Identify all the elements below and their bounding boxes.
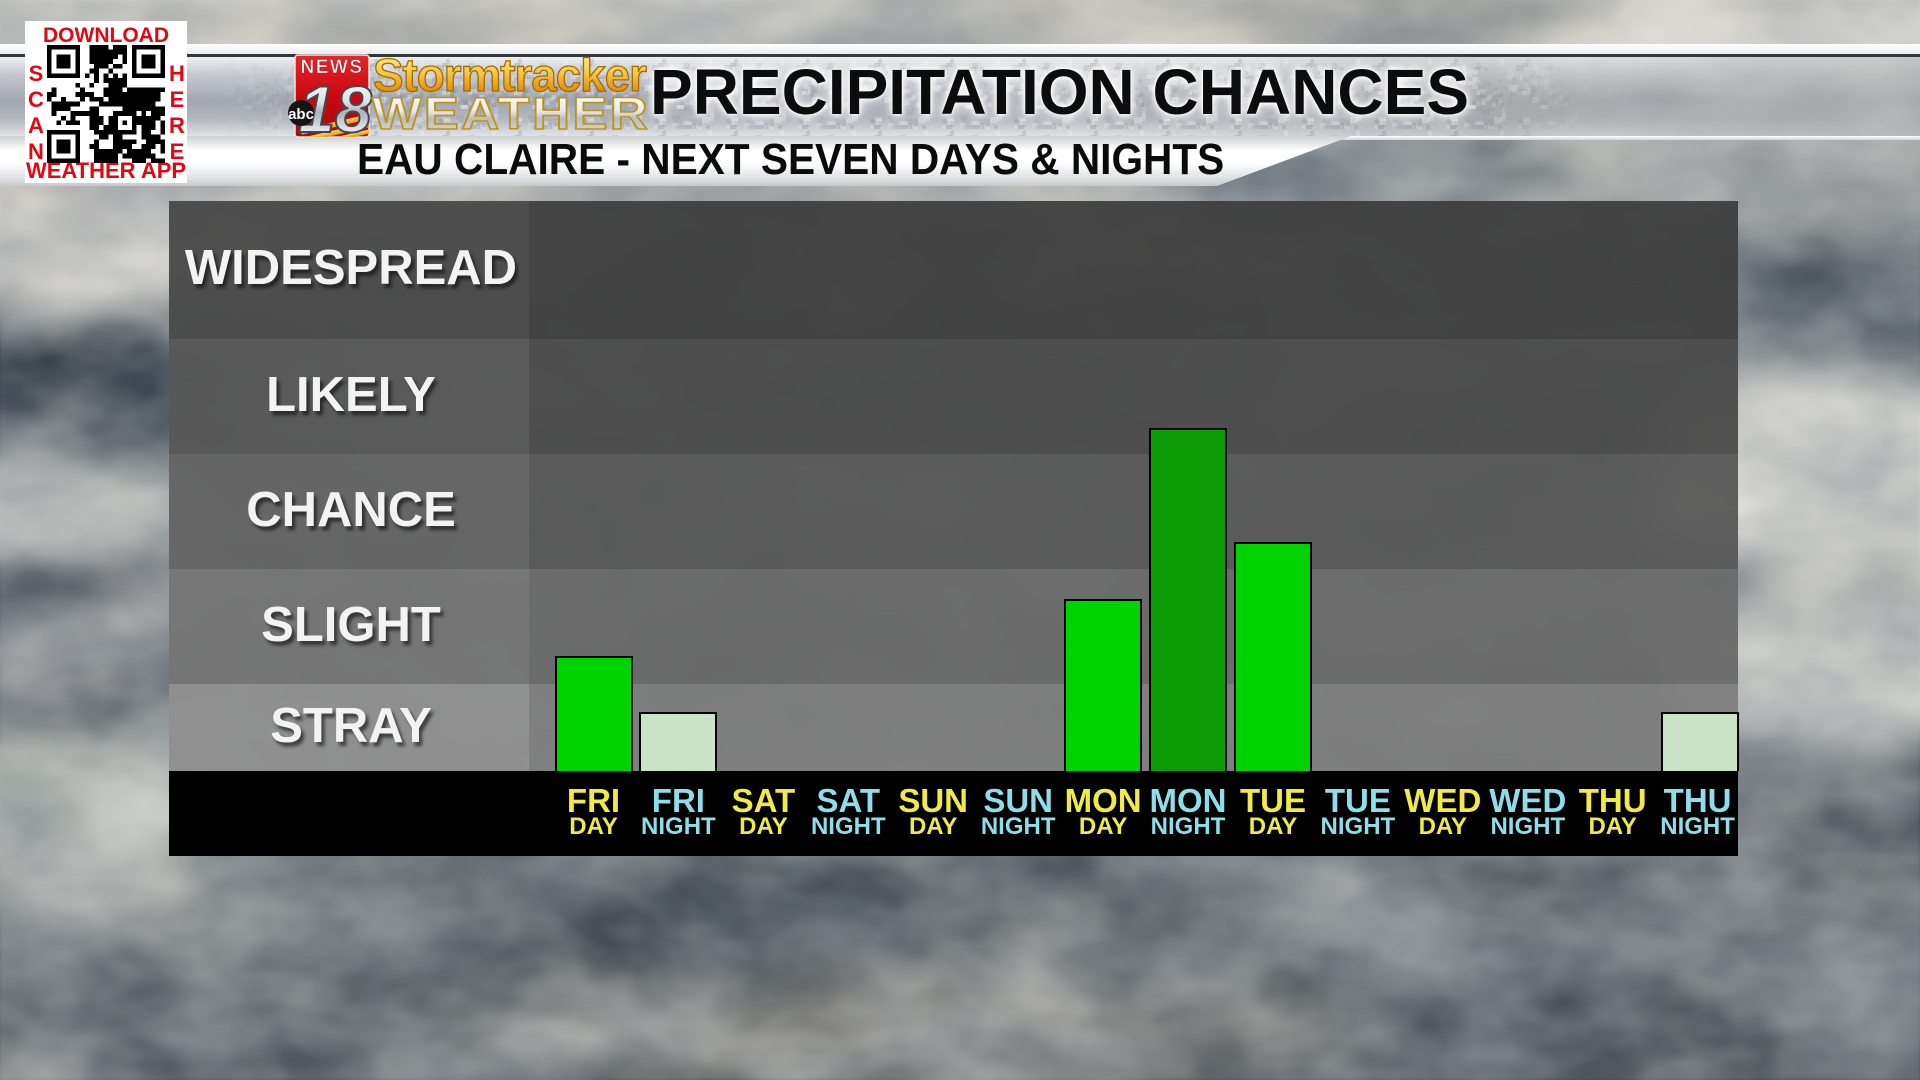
svg-text:Stormtracker: Stormtracker	[373, 49, 647, 101]
svg-text:abc: abc	[288, 106, 314, 123]
svg-text:NEWS: NEWS	[301, 57, 364, 78]
svg-text:WEATHER: WEATHER	[372, 88, 650, 139]
